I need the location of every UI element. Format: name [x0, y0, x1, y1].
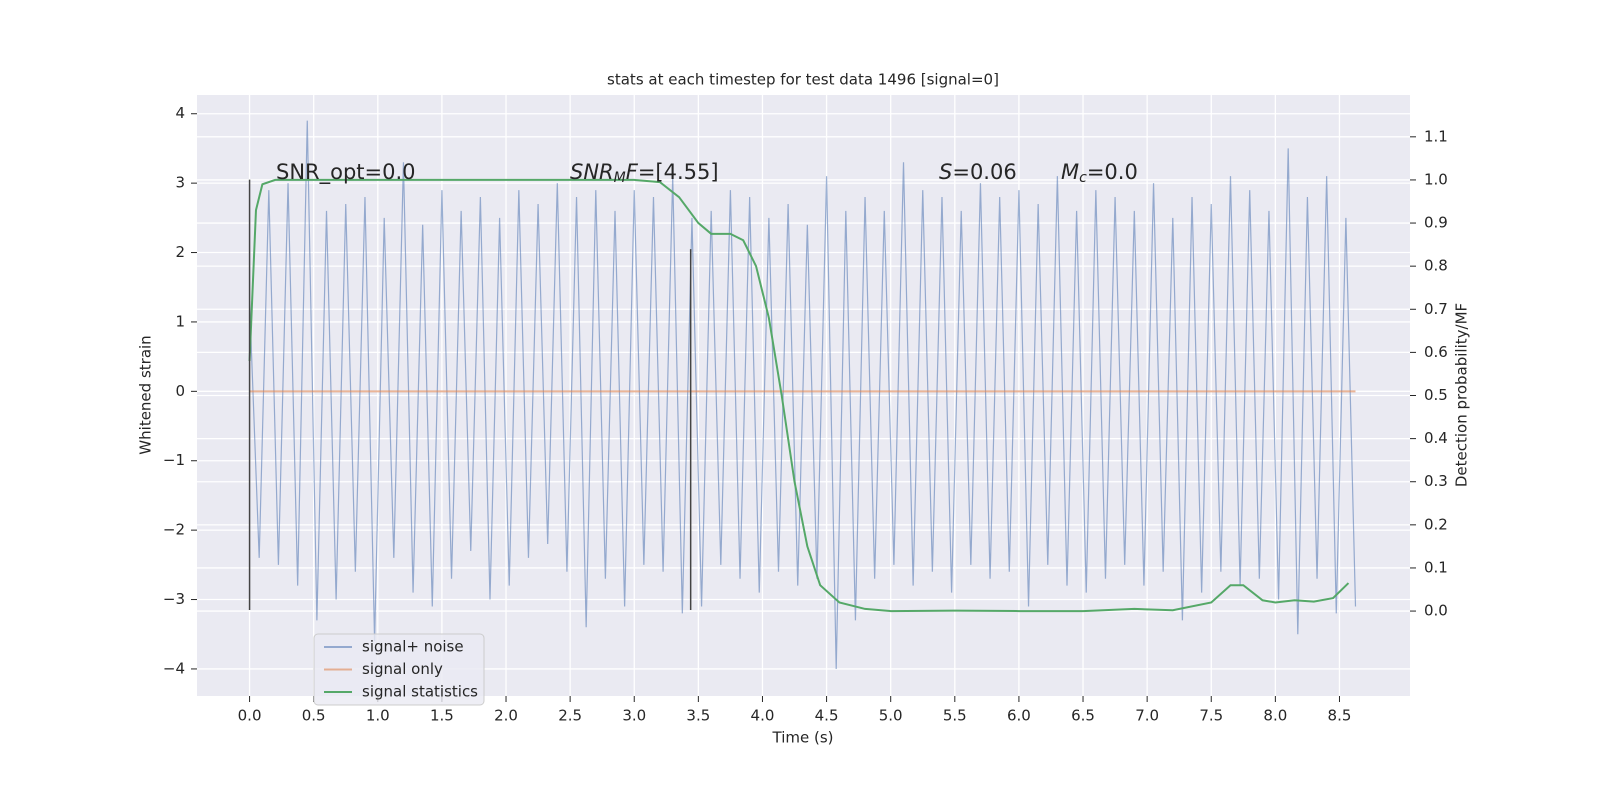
- x-tick-label: 1.5: [430, 707, 454, 725]
- annotation-part: F=[4.55]: [626, 160, 719, 184]
- x-tick-label: 5.5: [943, 707, 967, 725]
- y-tick-label: 2: [175, 243, 185, 261]
- y-tick-label: −4: [163, 659, 185, 677]
- annotation: SNR_opt=0.0: [276, 160, 416, 185]
- x-tick-label: 3.0: [622, 707, 646, 725]
- annotation: S=0.06: [939, 160, 1017, 184]
- legend-box: [313, 633, 485, 706]
- x-tick-label: 8.0: [1263, 707, 1287, 725]
- annotation-part: SNR: [570, 160, 614, 184]
- x-tick-label: 0.5: [302, 707, 326, 725]
- y-axis-label: Whitened strain: [137, 335, 155, 454]
- legend-label: signal only: [362, 660, 443, 678]
- x-tick-label: 6.5: [1071, 707, 1095, 725]
- x-tick-label: 4.5: [815, 707, 839, 725]
- x-tick-label: 7.5: [1199, 707, 1223, 725]
- y2-tick-label: 0.3: [1424, 472, 1448, 490]
- y2-tick-label: 0.6: [1424, 343, 1448, 361]
- x-tick-label: 5.0: [879, 707, 903, 725]
- y2-tick-label: 0.1: [1424, 558, 1448, 576]
- y2-tick-label: 0.4: [1424, 429, 1448, 447]
- annotation: SNRMF=[4.55]: [570, 160, 719, 186]
- x-tick-label: 3.5: [686, 707, 710, 725]
- y2-tick-label: 0.5: [1424, 386, 1448, 404]
- legend-label: signal statistics: [362, 683, 478, 701]
- y-tick-label: −1: [163, 451, 185, 469]
- annotation-part: =0.0: [1087, 160, 1138, 184]
- y-tick-label: 4: [175, 104, 185, 122]
- series-line: [248, 120, 1357, 669]
- y-tick-label: 3: [175, 174, 185, 192]
- annotation: Mc=0.0: [1061, 160, 1138, 186]
- y-tick-label: −3: [163, 590, 185, 608]
- annotation-part: M: [1061, 160, 1079, 184]
- y2-tick-label: 1.0: [1424, 170, 1448, 188]
- x-tick-label: 4.0: [751, 707, 775, 725]
- y-tick-label: 0: [175, 382, 185, 400]
- x-tick-label: 1.0: [366, 707, 390, 725]
- x-tick-label: 8.5: [1328, 707, 1352, 725]
- annotation-part: SNR_opt=0.0: [276, 160, 416, 185]
- annotation-part: =0.06: [952, 160, 1016, 184]
- legend-label: signal+ noise: [362, 638, 464, 656]
- annotation-part: c: [1079, 170, 1087, 186]
- x-tick-label: 7.0: [1135, 707, 1159, 725]
- x-tick-label: 0.0: [238, 707, 262, 725]
- y2-tick-label: 0.8: [1424, 257, 1448, 275]
- x-axis-label: Time (s): [772, 729, 834, 747]
- annotation-part: M: [614, 170, 626, 186]
- y2-tick-label: 0.0: [1424, 602, 1448, 620]
- y-tick-label: −2: [163, 521, 185, 539]
- y2-tick-label: 0.2: [1424, 515, 1448, 533]
- annotation-part: F: [626, 160, 639, 184]
- y2-tick-label: 0.9: [1424, 214, 1448, 232]
- y2-axis-label: Detection probability/MF: [1453, 303, 1471, 487]
- y2-tick-label: 1.1: [1424, 127, 1448, 145]
- x-tick-label: 2.0: [494, 707, 518, 725]
- chart-title: stats at each timestep for test data 149…: [607, 71, 999, 89]
- series-line: [248, 178, 1350, 613]
- x-tick-label: 2.5: [558, 707, 582, 725]
- annotation-part: S: [939, 160, 952, 184]
- y-tick-label: 1: [175, 312, 185, 330]
- x-tick-label: 6.0: [1007, 707, 1031, 725]
- y2-tick-label: 0.7: [1424, 300, 1448, 318]
